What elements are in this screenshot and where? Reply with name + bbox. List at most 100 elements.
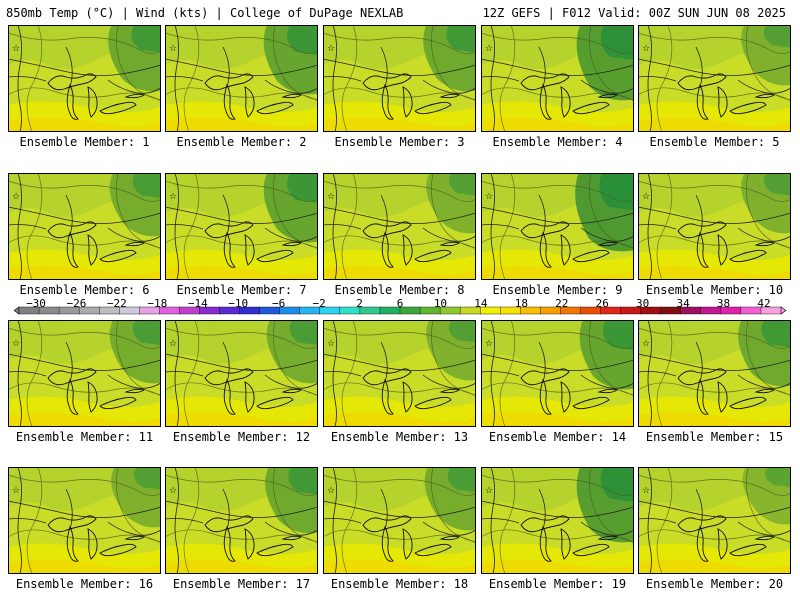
svg-text:☆: ☆: [12, 44, 20, 54]
ensemble-member-panel: ☆: [323, 467, 476, 574]
ensemble-member-panel: ☆: [481, 467, 634, 574]
temperature-map: ☆: [165, 467, 318, 574]
ensemble-member-panel: ☆: [638, 173, 791, 280]
colorbar-tick-label: 2: [356, 297, 363, 310]
colorbar-tick-label: 34: [676, 297, 690, 310]
ensemble-member-panel: ☆: [8, 320, 161, 427]
ensemble-member-label: Ensemble Member: 19: [488, 577, 627, 591]
temperature-map: ☆: [165, 25, 318, 132]
colorbar-tick-label: 38: [716, 297, 731, 310]
ensemble-member-label: Ensemble Member: 14: [488, 430, 627, 444]
svg-text:☆: ☆: [12, 192, 20, 202]
temperature-map: ☆: [8, 467, 161, 574]
ensemble-member-panel: ☆: [481, 173, 634, 280]
ensemble-member-label: Ensemble Member: 9: [492, 283, 623, 297]
temperature-colorbar: [13, 306, 787, 315]
ensemble-member-label: Ensemble Member: 8: [334, 283, 465, 297]
ensemble-member-panel: ☆: [165, 173, 318, 280]
colorbar-tick-label: −14: [187, 297, 208, 310]
svg-text:☆: ☆: [485, 192, 493, 202]
ensemble-member-label: Ensemble Member: 20: [645, 577, 784, 591]
ensemble-member-panel: ☆: [165, 25, 318, 132]
ensemble-member-label: Ensemble Member: 6: [19, 283, 150, 297]
ensemble-member-label: Ensemble Member: 11: [15, 430, 154, 444]
svg-text:☆: ☆: [485, 44, 493, 54]
ensemble-member-panel: ☆: [481, 320, 634, 427]
temperature-map: ☆: [481, 467, 634, 574]
ensemble-member-label: Ensemble Member: 13: [330, 430, 469, 444]
ensemble-member-panel: ☆: [638, 25, 791, 132]
svg-text:☆: ☆: [642, 44, 650, 54]
ensemble-member-label: Ensemble Member: 16: [15, 577, 154, 591]
ensemble-member-label: Ensemble Member: 15: [645, 430, 784, 444]
temperature-map: ☆: [323, 25, 476, 132]
temperature-map: ☆: [481, 173, 634, 280]
svg-text:☆: ☆: [12, 486, 20, 496]
svg-text:☆: ☆: [642, 486, 650, 496]
svg-text:☆: ☆: [485, 339, 493, 349]
ensemble-member-label: Ensemble Member: 1: [19, 135, 150, 149]
colorbar-tick-label: −18: [147, 297, 168, 310]
chart-title-left: 850mb Temp (°C) | Wind (kts) | College o…: [6, 6, 404, 20]
colorbar-tick-label: 6: [396, 297, 404, 310]
ensemble-member-panel: ☆: [8, 467, 161, 574]
ensemble-member-label: Ensemble Member: 2: [176, 135, 307, 149]
ensemble-member-label: Ensemble Member: 7: [176, 283, 307, 297]
temperature-map: ☆: [8, 173, 161, 280]
temperature-map: ☆: [638, 467, 791, 574]
colorbar-tick-label: 18: [514, 297, 528, 310]
chart-title-right: 12Z GEFS | F012 Valid: 00Z SUN JUN 08 20…: [482, 6, 786, 20]
svg-text:☆: ☆: [642, 339, 650, 349]
colorbar-tick-label: 22: [555, 297, 569, 310]
svg-text:☆: ☆: [642, 192, 650, 202]
ensemble-member-label: Ensemble Member: 4: [492, 135, 623, 149]
ensemble-member-panel: ☆: [638, 320, 791, 427]
ensemble-member-panel: ☆: [323, 173, 476, 280]
ensemble-member-panel: ☆: [481, 25, 634, 132]
svg-text:☆: ☆: [327, 339, 335, 349]
ensemble-member-panel: ☆: [8, 25, 161, 132]
colorbar-tick-label: −22: [106, 297, 127, 310]
temperature-map: ☆: [8, 25, 161, 132]
temperature-map: ☆: [8, 320, 161, 427]
svg-text:☆: ☆: [12, 339, 20, 349]
svg-text:☆: ☆: [327, 486, 335, 496]
temperature-map: ☆: [323, 173, 476, 280]
temperature-map: ☆: [323, 320, 476, 427]
temperature-map: ☆: [638, 320, 791, 427]
svg-text:☆: ☆: [169, 192, 177, 202]
colorbar-tick-label: 26: [595, 297, 609, 310]
colorbar-tick-label: −30: [26, 297, 46, 310]
ensemble-member-panel: ☆: [638, 467, 791, 574]
svg-text:☆: ☆: [169, 44, 177, 54]
ensemble-member-label: Ensemble Member: 17: [172, 577, 311, 591]
svg-text:☆: ☆: [485, 486, 493, 496]
svg-text:☆: ☆: [327, 192, 335, 202]
ensemble-member-label: Ensemble Member: 18: [330, 577, 469, 591]
ensemble-member-panel: ☆: [8, 173, 161, 280]
colorbar-tick-label: −10: [228, 297, 249, 310]
ensemble-member-panel: ☆: [323, 320, 476, 427]
ensemble-member-panel: ☆: [323, 25, 476, 132]
svg-text:☆: ☆: [169, 486, 177, 496]
colorbar-tick-label: −6: [272, 297, 286, 310]
svg-text:☆: ☆: [169, 339, 177, 349]
temperature-map: ☆: [481, 320, 634, 427]
temperature-map: ☆: [165, 173, 318, 280]
temperature-map: ☆: [638, 173, 791, 280]
svg-text:☆: ☆: [327, 44, 335, 54]
colorbar-tick-label: −26: [66, 297, 87, 310]
ensemble-member-label: Ensemble Member: 3: [334, 135, 465, 149]
colorbar-tick-label: 10: [433, 297, 448, 310]
header: 850mb Temp (°C) | Wind (kts) | College o…: [0, 0, 800, 22]
ensemble-member-label: Ensemble Member: 10: [645, 283, 784, 297]
ensemble-member-label: Ensemble Member: 5: [649, 135, 780, 149]
colorbar-tick-label: 30: [636, 297, 650, 310]
ensemble-member-panel: ☆: [165, 467, 318, 574]
colorbar-tick-label: −2: [312, 297, 326, 310]
temperature-map: ☆: [481, 25, 634, 132]
colorbar-tick-label: 14: [474, 297, 488, 310]
temperature-map: ☆: [165, 320, 318, 427]
ensemble-member-panel: ☆: [165, 320, 318, 427]
ensemble-member-label: Ensemble Member: 12: [172, 430, 311, 444]
